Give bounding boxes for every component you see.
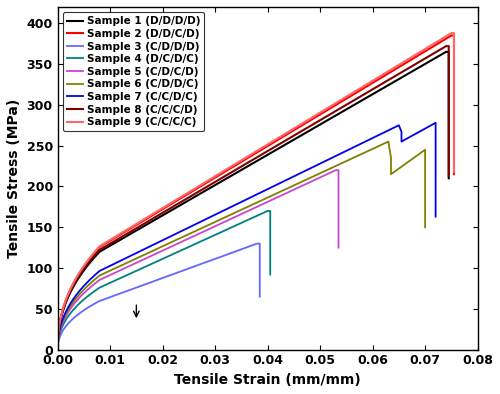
Sample 6 (C/D/D/C) (329, 165, 335, 170)
Sample 6 (C/D/D/C) (386, 139, 392, 144)
Sample 6 (C/D/D/C) (422, 225, 428, 230)
Sample 8 (C/C/C/D) (380, 81, 386, 85)
Sample 3 (C/D/D/D) (66, 320, 72, 325)
Sample 1 (D/D/D/D) (69, 287, 75, 292)
Sample 1 (D/D/D/D) (446, 176, 452, 181)
Sample 7 (C/C/D/C) (270, 184, 276, 189)
Sample 2 (D/D/C/D) (162, 205, 168, 210)
Line: Sample 7 (C/C/D/C): Sample 7 (C/C/D/C) (58, 123, 436, 349)
Sample 7 (C/C/D/C) (432, 121, 438, 125)
Sample 3 (C/D/D/D) (254, 241, 260, 246)
Sample 5 (C/D/C/D) (290, 188, 296, 192)
Sample 8 (C/C/C/D) (54, 347, 60, 352)
Sample 2 (D/D/C/D) (448, 33, 454, 38)
Sample 9 (C/C/C/C) (152, 211, 158, 216)
Sample 2 (D/D/C/D) (69, 284, 75, 289)
Sample 5 (C/D/C/D) (187, 236, 193, 240)
Sample 6 (C/D/D/C) (200, 225, 205, 230)
Sample 4 (D/C/D/C) (264, 208, 270, 213)
Sample 7 (C/C/D/C) (204, 217, 210, 221)
Sample 2 (D/D/C/D) (231, 164, 237, 169)
Line: Sample 1 (D/D/D/D): Sample 1 (D/D/D/D) (58, 52, 448, 349)
Line: Sample 4 (D/C/D/C): Sample 4 (D/C/D/C) (58, 211, 270, 349)
Sample 7 (C/C/D/C) (432, 214, 438, 219)
Sample 3 (C/D/D/D) (256, 294, 262, 299)
Sample 3 (C/D/D/D) (226, 252, 232, 256)
Sample 9 (C/C/C/C) (448, 31, 454, 35)
Sample 4 (D/C/D/C) (161, 256, 167, 261)
Sample 5 (C/D/C/D) (66, 309, 72, 313)
Sample 1 (D/D/D/D) (161, 212, 167, 217)
Sample 9 (C/C/C/C) (384, 69, 390, 74)
Line: Sample 5 (C/D/C/D): Sample 5 (C/D/C/D) (58, 170, 338, 349)
Sample 1 (D/D/D/D) (446, 50, 452, 54)
Sample 7 (C/C/D/C) (54, 347, 60, 352)
Sample 2 (D/D/C/D) (384, 71, 390, 76)
Sample 8 (C/C/C/D) (446, 173, 452, 178)
Sample 2 (D/D/C/D) (451, 172, 457, 177)
Sample 1 (D/D/D/D) (150, 218, 156, 223)
Sample 9 (C/C/C/C) (231, 162, 237, 167)
Legend: Sample 1 (D/D/D/D), Sample 2 (D/D/C/D), Sample 3 (C/D/D/D), Sample 4 (D/C/D/C), : Sample 1 (D/D/D/D), Sample 2 (D/D/C/D), … (63, 12, 204, 131)
Sample 7 (C/C/D/C) (366, 138, 372, 142)
Line: Sample 9 (C/C/C/C): Sample 9 (C/C/C/C) (58, 33, 454, 349)
Sample 5 (C/D/C/D) (69, 305, 75, 309)
Sample 3 (C/D/D/D) (126, 288, 132, 293)
Line: Sample 6 (C/D/D/C): Sample 6 (C/D/D/C) (58, 141, 425, 349)
Sample 9 (C/C/C/C) (451, 169, 457, 174)
Sample 6 (C/D/D/C) (54, 347, 60, 352)
Sample 9 (C/C/C/C) (54, 347, 60, 352)
Sample 8 (C/C/C/D) (69, 286, 75, 291)
Sample 4 (D/C/D/C) (267, 272, 273, 277)
Sample 3 (C/D/D/D) (157, 277, 163, 281)
Sample 5 (C/D/C/D) (54, 347, 60, 352)
Sample 4 (D/C/D/C) (234, 223, 240, 227)
Sample 2 (D/D/C/D) (54, 347, 60, 352)
Sample 4 (D/C/D/C) (128, 271, 134, 276)
Sample 5 (C/D/C/D) (140, 257, 146, 262)
Sample 7 (C/C/D/C) (112, 261, 117, 266)
Sample 5 (C/D/C/D) (336, 245, 342, 250)
Sample 4 (D/C/D/C) (123, 273, 129, 278)
Sample 1 (D/D/D/D) (380, 85, 386, 90)
X-axis label: Tensile Strain (mm/mm): Tensile Strain (mm/mm) (174, 373, 361, 387)
Sample 6 (C/D/D/C) (292, 182, 298, 187)
Sample 1 (D/D/D/D) (229, 173, 235, 178)
Sample 9 (C/C/C/C) (69, 284, 75, 288)
Sample 8 (C/C/C/D) (161, 210, 167, 214)
Sample 8 (C/C/C/D) (229, 170, 235, 175)
Sample 9 (C/C/C/C) (162, 204, 168, 209)
Sample 8 (C/C/C/D) (150, 216, 156, 221)
Sample 8 (C/C/C/D) (66, 292, 72, 297)
Sample 8 (C/C/C/D) (443, 44, 449, 48)
Sample 1 (D/D/D/D) (66, 293, 72, 297)
Sample 2 (D/D/C/D) (66, 290, 72, 295)
Sample 5 (C/D/C/D) (333, 168, 339, 173)
Sample 2 (D/D/C/D) (152, 212, 158, 216)
Sample 7 (C/C/D/C) (337, 151, 343, 156)
Line: Sample 8 (C/C/C/D): Sample 8 (C/C/C/D) (58, 46, 448, 349)
Sample 4 (D/C/D/C) (69, 309, 75, 314)
Sample 7 (C/C/D/C) (300, 170, 306, 175)
Line: Sample 2 (D/D/C/D): Sample 2 (D/D/C/D) (58, 35, 454, 349)
Sample 6 (C/D/D/C) (111, 266, 117, 271)
Sample 3 (C/D/D/D) (121, 290, 127, 294)
Sample 6 (C/D/D/C) (264, 196, 270, 201)
Sample 5 (C/D/C/D) (134, 260, 140, 265)
Line: Sample 3 (C/D/D/D): Sample 3 (C/D/D/D) (58, 243, 260, 349)
Sample 4 (D/C/D/C) (66, 313, 72, 318)
Sample 3 (C/D/D/D) (54, 347, 60, 352)
Sample 6 (C/D/D/C) (356, 152, 362, 157)
Sample 4 (D/C/D/C) (54, 347, 60, 352)
Sample 9 (C/C/C/C) (66, 290, 72, 295)
Y-axis label: Tensile Stress (MPa): Tensile Stress (MPa) (7, 98, 21, 258)
Sample 3 (C/D/D/D) (69, 317, 75, 322)
Sample 1 (D/D/D/D) (54, 347, 60, 352)
